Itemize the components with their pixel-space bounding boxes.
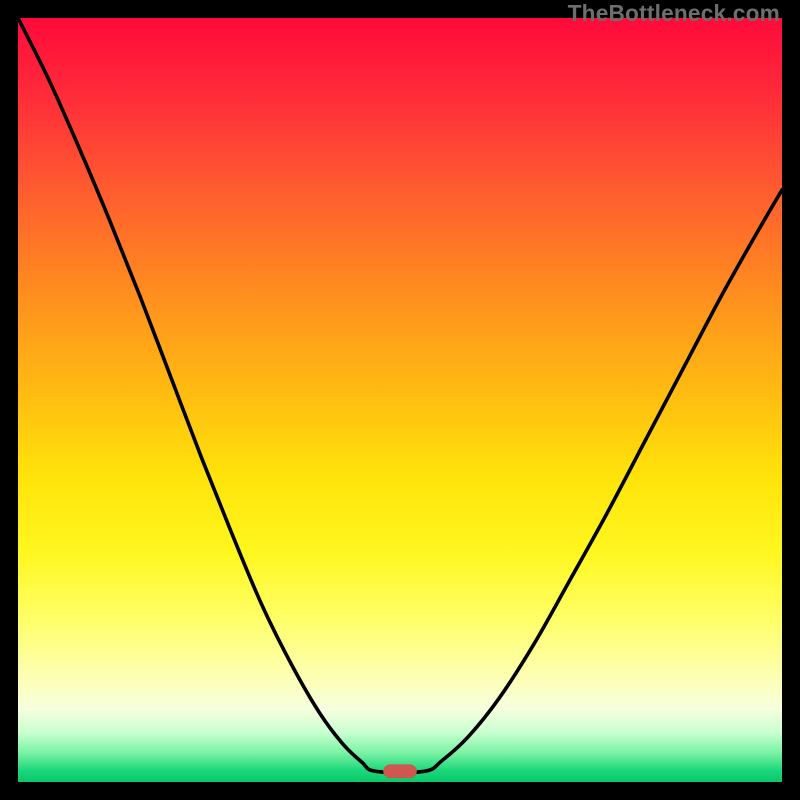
chart-frame: TheBottleneck.com	[0, 0, 800, 800]
bottleneck-curve	[18, 18, 782, 773]
curve-layer	[18, 18, 782, 782]
plot-area	[18, 18, 782, 782]
watermark-text: TheBottleneck.com	[568, 0, 780, 27]
optimum-marker	[383, 764, 417, 778]
